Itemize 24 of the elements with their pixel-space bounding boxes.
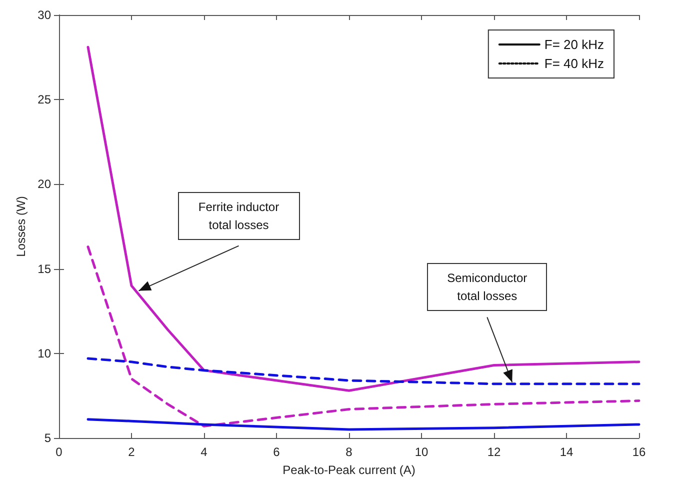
callout-box: Semiconductor total losses: [427, 263, 548, 312]
x-tick-label: 0: [56, 445, 63, 459]
x-tick-label: 6: [273, 445, 280, 459]
x-tick-label: 14: [560, 445, 574, 459]
x-tick-label: 12: [487, 445, 501, 459]
line-series: [86, 357, 640, 386]
y-tick-label: 5: [44, 431, 52, 445]
x-tick-label: 16: [632, 445, 646, 459]
y-tick-label: 15: [38, 262, 52, 276]
legend-label: F= 40 kHz: [544, 56, 604, 71]
x-tick-label: 8: [346, 445, 353, 459]
y-tick-label: 30: [38, 8, 52, 22]
y-tick-label: 10: [38, 346, 52, 360]
x-tick-label: 4: [200, 445, 208, 459]
y-axis-title: Losses (W): [14, 196, 28, 257]
y-tick-label: 20: [38, 177, 52, 192]
line-series: [86, 246, 640, 428]
callout-box: Ferrite inductor total losses: [178, 192, 300, 240]
y-tick-label: 25: [38, 92, 52, 107]
legend-label: F= 20 kHz: [544, 37, 604, 52]
x-tick-label: 10: [414, 445, 428, 459]
x-axis-title: Peak-to-Peak current (A): [282, 463, 416, 477]
x-tick-label: 2: [128, 445, 136, 459]
line-series: [86, 418, 640, 431]
